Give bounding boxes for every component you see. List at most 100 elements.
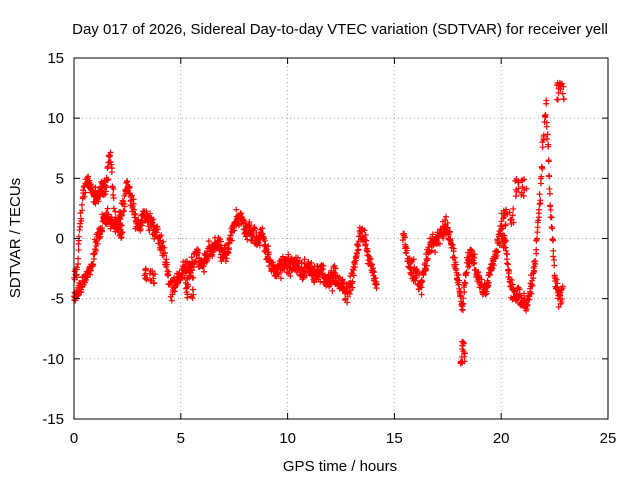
data-point <box>507 216 514 223</box>
data-point <box>355 246 362 253</box>
data-point <box>466 263 473 270</box>
data-point <box>150 222 157 229</box>
data-point <box>547 203 554 210</box>
data-point <box>188 254 195 261</box>
data-point <box>531 268 538 275</box>
data-point <box>440 235 447 242</box>
data-point <box>451 254 458 261</box>
data-point <box>244 236 251 243</box>
data-point <box>189 286 196 293</box>
data-point <box>549 225 556 232</box>
data-point <box>340 279 347 286</box>
data-point <box>265 249 272 256</box>
y-tick-label: -5 <box>51 291 64 308</box>
data-point <box>513 175 520 182</box>
data-point <box>78 217 85 224</box>
data-point <box>102 188 109 195</box>
data-point <box>478 276 485 283</box>
data-point <box>228 237 235 244</box>
data-point <box>510 205 517 212</box>
data-point <box>504 251 511 258</box>
data-point <box>509 281 516 288</box>
data-point <box>518 189 525 196</box>
data-point <box>275 270 282 277</box>
x-tick-label: 5 <box>177 430 185 447</box>
data-point <box>420 271 427 278</box>
data-point <box>528 290 535 297</box>
data-point <box>512 193 519 200</box>
data-point <box>494 248 501 255</box>
data-point <box>519 184 526 191</box>
data-point <box>285 253 292 260</box>
data-point <box>336 274 343 281</box>
data-point <box>532 257 539 264</box>
data-point <box>418 284 425 291</box>
data-point <box>502 222 509 229</box>
data-point <box>543 100 550 107</box>
data-point <box>189 267 196 274</box>
data-point <box>107 159 114 166</box>
data-point <box>446 229 453 236</box>
data-point <box>110 191 117 198</box>
data-point <box>542 111 549 118</box>
data-point <box>130 200 137 207</box>
data-point <box>483 288 490 295</box>
data-point <box>452 261 459 268</box>
data-point <box>550 256 557 263</box>
data-point <box>500 215 507 222</box>
data-point <box>361 227 368 234</box>
x-tick-label: 25 <box>600 430 617 447</box>
data-point <box>559 296 566 303</box>
data-point <box>432 249 439 256</box>
data-point <box>492 254 499 261</box>
data-point <box>121 203 128 210</box>
data-point <box>471 251 478 258</box>
data-point <box>560 96 567 103</box>
data-point <box>549 236 556 243</box>
data-point <box>418 291 425 298</box>
data-point <box>548 214 555 221</box>
data-point <box>78 201 85 208</box>
data-point <box>424 255 431 262</box>
data-point <box>535 217 542 224</box>
x-tick-label: 20 <box>493 430 510 447</box>
data-points <box>71 79 567 367</box>
data-point <box>455 271 462 278</box>
data-point <box>223 258 229 265</box>
data-point <box>201 268 208 275</box>
data-point <box>370 265 377 272</box>
data-point <box>110 205 117 212</box>
data-point <box>265 243 272 250</box>
data-point <box>163 261 170 268</box>
data-point <box>161 244 168 251</box>
data-point <box>456 277 463 284</box>
data-point <box>160 238 167 245</box>
data-point <box>553 276 560 283</box>
data-point <box>551 262 558 269</box>
data-point <box>502 238 509 245</box>
data-point <box>444 224 451 231</box>
data-point <box>458 353 465 360</box>
data-point <box>277 275 284 282</box>
data-point <box>138 222 145 229</box>
data-point <box>482 291 489 298</box>
data-point <box>168 297 175 304</box>
data-point <box>501 210 508 217</box>
data-point <box>543 123 550 130</box>
data-point <box>209 252 216 259</box>
data-point <box>194 246 201 253</box>
data-point <box>373 285 380 292</box>
data-point <box>457 358 464 365</box>
data-point <box>320 262 327 269</box>
data-point <box>346 290 353 297</box>
data-point <box>450 248 457 255</box>
y-tick-label: 5 <box>56 170 64 187</box>
data-point <box>510 287 517 294</box>
data-point <box>509 212 516 219</box>
x-tick-label: 10 <box>279 430 296 447</box>
data-point <box>419 278 426 285</box>
data-point <box>205 238 212 245</box>
data-point <box>97 233 104 240</box>
y-axis-label: SDTVAR / TECUs <box>7 178 24 298</box>
data-point <box>158 232 165 239</box>
